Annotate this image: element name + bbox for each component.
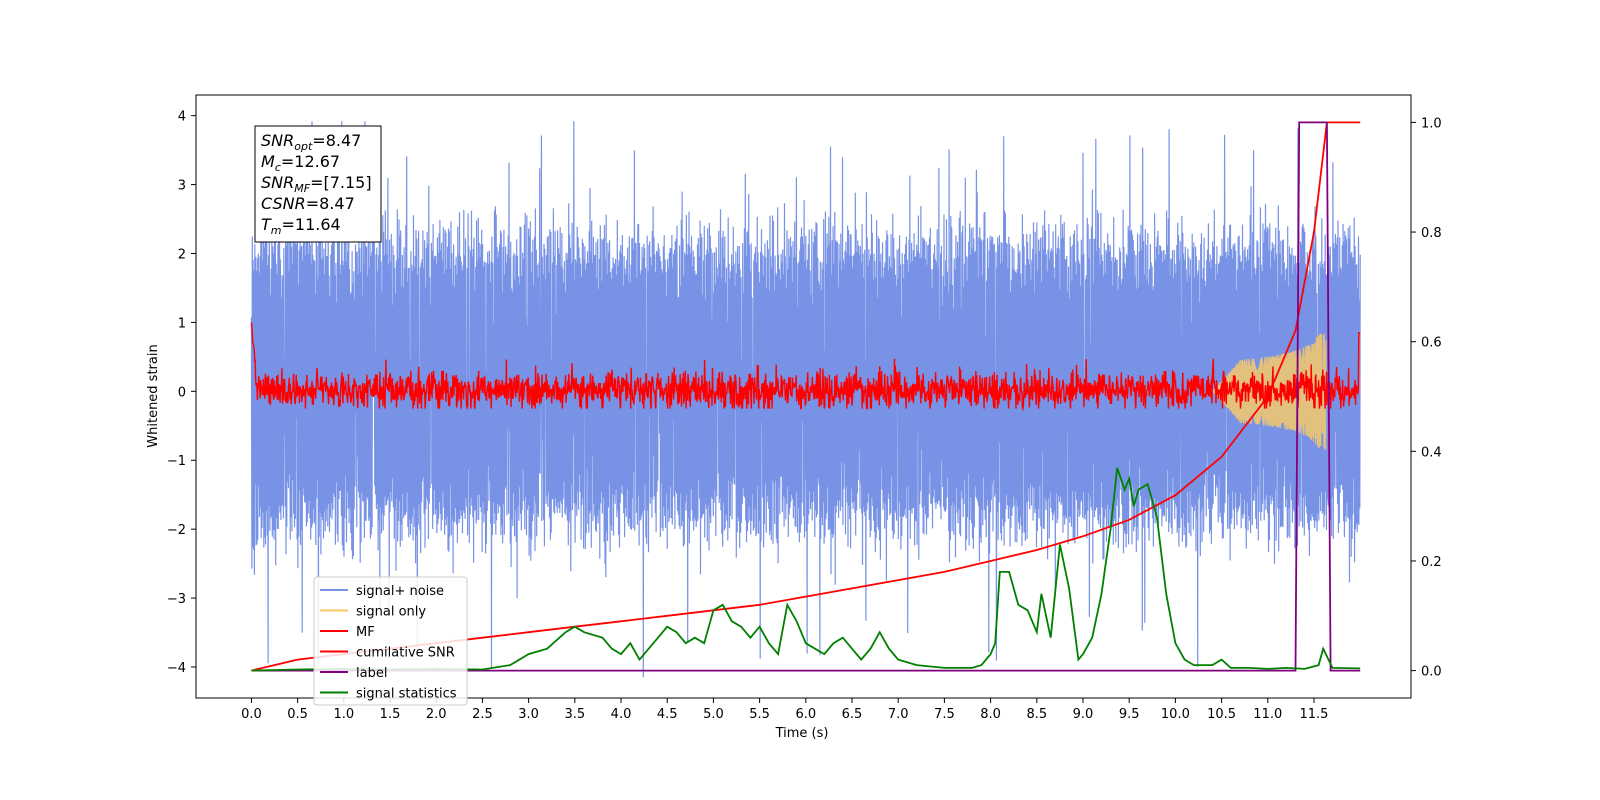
x-tick-label: 5.5 — [749, 707, 770, 722]
y-tick-label: 1 — [178, 316, 186, 331]
x-tick-label: 2.5 — [472, 707, 493, 722]
y2-tick-label: 1.0 — [1421, 116, 1442, 131]
x-tick-label: 9.5 — [1119, 707, 1140, 722]
series-signal-statistics-line — [251, 467, 1361, 672]
x-tick-label: 3.0 — [518, 707, 539, 722]
y2-tick-label: 0.2 — [1421, 555, 1442, 570]
legend-label: signal only — [356, 605, 426, 620]
x-tick-label: 9.0 — [1073, 707, 1094, 722]
y2-tick-label: 0.8 — [1421, 226, 1442, 241]
y-tick-label: 2 — [178, 248, 186, 263]
annotation-line: Mc=12.67 — [261, 152, 340, 174]
y2-tick-label: 0.6 — [1421, 336, 1442, 351]
legend-label: cumilative SNR — [356, 646, 455, 661]
y-tick-label: 3 — [178, 179, 186, 194]
legend-frame — [313, 576, 468, 706]
y-tick-label: −2 — [167, 523, 186, 538]
legend-label: label — [356, 666, 387, 681]
y2-tick-label: 0.0 — [1421, 665, 1442, 680]
legend: signal+ noise signal only MF cumilative SNR… — [313, 576, 468, 706]
annotation-box: SNRopt=8.47Mc=12.67SNRMF=[7.15]CSNR=8.47… — [254, 125, 382, 243]
plot-frame — [195, 94, 1412, 699]
y-axis-right: 1.0 0.8 0.6 0.4 0.2 0.0 — [1411, 116, 1442, 680]
y-tick-label: −3 — [167, 592, 186, 607]
x-axis: 0.0 0.5 1.0 1.5 2.0 2.5 3.0 3.5 4.0 4.5 5.0 5.5 6.0 6… — [241, 698, 1328, 722]
annotation-line: SNRopt=8.47 — [261, 131, 361, 153]
x-tick-label: 4.0 — [611, 707, 632, 722]
legend-label: signal statistics — [356, 687, 457, 702]
y-axis-left: 4 3 2 1 0 −1 −2 −3 −4 — [167, 110, 196, 676]
y-tick-label: −4 — [167, 661, 186, 676]
x-tick-label: 1.0 — [333, 707, 354, 722]
annotation-line: SNRMF=[7.15] — [261, 173, 372, 195]
x-tick-label: 10.5 — [1207, 707, 1236, 722]
x-tick-label: 7.0 — [888, 707, 909, 722]
series-label-line — [251, 121, 1361, 672]
x-tick-label: 6.5 — [842, 707, 863, 722]
x-tick-label: 6.0 — [795, 707, 816, 722]
x-tick-label: 0.0 — [241, 707, 262, 722]
x-axis-label: Time (s) — [775, 726, 829, 741]
series-mf-line — [250, 322, 1361, 412]
x-tick-label: 1.5 — [380, 707, 401, 722]
y-tick-label: 4 — [178, 110, 186, 125]
x-tick-label: 8.5 — [1026, 707, 1047, 722]
annotation-line: Tm=11.64 — [261, 215, 341, 237]
x-tick-label: 7.5 — [934, 707, 955, 722]
y-tick-label: −1 — [167, 454, 186, 469]
legend-label: signal+ noise — [356, 584, 444, 599]
x-tick-label: 3.5 — [564, 707, 585, 722]
y2-tick-label: 0.4 — [1421, 445, 1442, 460]
x-tick-label: 8.0 — [980, 707, 1001, 722]
annotation-line: CSNR=8.47 — [261, 194, 355, 213]
x-tick-label: 11.0 — [1253, 707, 1282, 722]
x-tick-label: 10.0 — [1161, 707, 1190, 722]
x-tick-label: 4.5 — [657, 707, 678, 722]
x-tick-label: 0.5 — [287, 707, 308, 722]
y-tick-label: 0 — [178, 385, 186, 400]
annotation-frame — [254, 125, 382, 243]
series-signal-noise-line — [250, 121, 1361, 678]
x-tick-label: 2.0 — [426, 707, 447, 722]
x-tick-label: 11.5 — [1300, 707, 1329, 722]
x-tick-label: 5.0 — [703, 707, 724, 722]
legend-label: MF — [356, 625, 375, 640]
y-axis-label: Whitened strain — [146, 344, 161, 447]
